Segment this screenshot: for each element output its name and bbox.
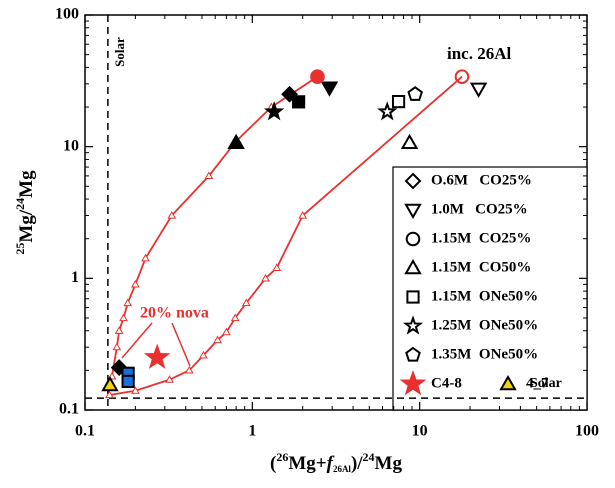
x-axis-label-part: 26Al (333, 464, 351, 474)
legend-label: 1.15M CO50% (431, 259, 531, 275)
annotation: inc. 26Al (447, 44, 512, 63)
curve-point (112, 342, 122, 351)
curve-point (199, 350, 208, 359)
curve-point (131, 386, 140, 394)
y-axis-label-part: Mg (16, 170, 37, 198)
data-point (320, 81, 339, 97)
x-axis-label-part: 26 (276, 450, 288, 464)
data-point (377, 101, 398, 121)
y-axis-label-part: Mg/ (16, 209, 37, 242)
x-axis-label-part: 24 (363, 450, 375, 464)
curve-point (131, 279, 140, 288)
legend-label: 1.15M ONe50% (431, 288, 538, 304)
legend-marker (499, 374, 517, 391)
curve-point (272, 263, 282, 272)
x-axis-label-part: Mg (375, 453, 403, 474)
curve-point (105, 390, 114, 399)
model-curve (108, 75, 318, 388)
legend-label: 4_7 (526, 375, 549, 391)
legend-marker (399, 370, 427, 396)
curve-point (222, 327, 231, 336)
data-point (291, 95, 306, 109)
legend-label: 1.15M CO25% (431, 230, 531, 246)
legend-label: 1.0M CO25% (431, 201, 528, 217)
data-point (407, 86, 424, 101)
curve-point (241, 298, 251, 307)
solar-x-label: Solar (112, 37, 127, 67)
data-point (391, 94, 406, 109)
curve-point (123, 298, 133, 307)
curve-point (114, 326, 124, 334)
curve-point (165, 375, 174, 383)
legend-box (392, 166, 588, 411)
curve-point (230, 313, 240, 322)
data-point (454, 69, 470, 84)
legend-label: 1.35M ONe50% (431, 346, 538, 362)
y-tick-label: 10 (63, 137, 79, 154)
y-axis-label-part: 25 (13, 243, 27, 255)
curve-point (119, 313, 128, 322)
curve-point (184, 365, 194, 374)
solar-y-label: Solar (530, 376, 562, 391)
legend-marker (404, 258, 422, 275)
y-tick-label: 1 (71, 269, 79, 286)
x-axis-label-part: ( (270, 453, 276, 474)
data-point (310, 69, 325, 84)
legend-label: O.6M CO25% (431, 172, 532, 188)
data-point (121, 374, 135, 388)
data-point (143, 343, 171, 369)
x-tick-label: 1 (248, 423, 256, 440)
y-tick-label: 0.1 (59, 401, 79, 418)
legend-label: 1.25M ONe50% (431, 317, 538, 333)
legend-marker (402, 315, 424, 335)
y-tick-label: 100 (55, 6, 79, 23)
legend-marker (404, 203, 422, 220)
curve-point (204, 171, 214, 180)
x-tick-label: 10 (412, 423, 428, 440)
data-point (101, 375, 119, 392)
x-axis-label: (26Mg+f26Al)/24Mg (270, 450, 402, 475)
legend-label: C4-8 (431, 375, 462, 391)
y-axis-label: 25Mg/24Mg (13, 170, 38, 255)
curve-point (261, 273, 270, 282)
legend-marker (405, 231, 421, 247)
x-axis-label-part: Mg+ (288, 453, 326, 474)
x-tick-label: 100 (575, 423, 599, 440)
x-axis-label-part: )/ (351, 453, 363, 474)
curve-point (298, 211, 308, 219)
curve-point (167, 211, 177, 219)
nova-pointer (171, 322, 191, 367)
data-point (227, 133, 245, 150)
x-tick-label: 0.1 (75, 423, 95, 440)
data-point (264, 101, 285, 121)
nova-label: 20% nova (140, 305, 209, 322)
legend-marker (405, 346, 421, 362)
x-axis-label-part: f (327, 453, 335, 474)
data-point (400, 133, 419, 150)
nova-pointer (121, 322, 153, 359)
legend-marker (404, 172, 422, 190)
data-point (469, 82, 488, 98)
y-axis-label-part: 24 (13, 198, 27, 210)
curve-point (141, 253, 150, 262)
curve-point (213, 335, 222, 344)
legend-marker (406, 290, 420, 304)
